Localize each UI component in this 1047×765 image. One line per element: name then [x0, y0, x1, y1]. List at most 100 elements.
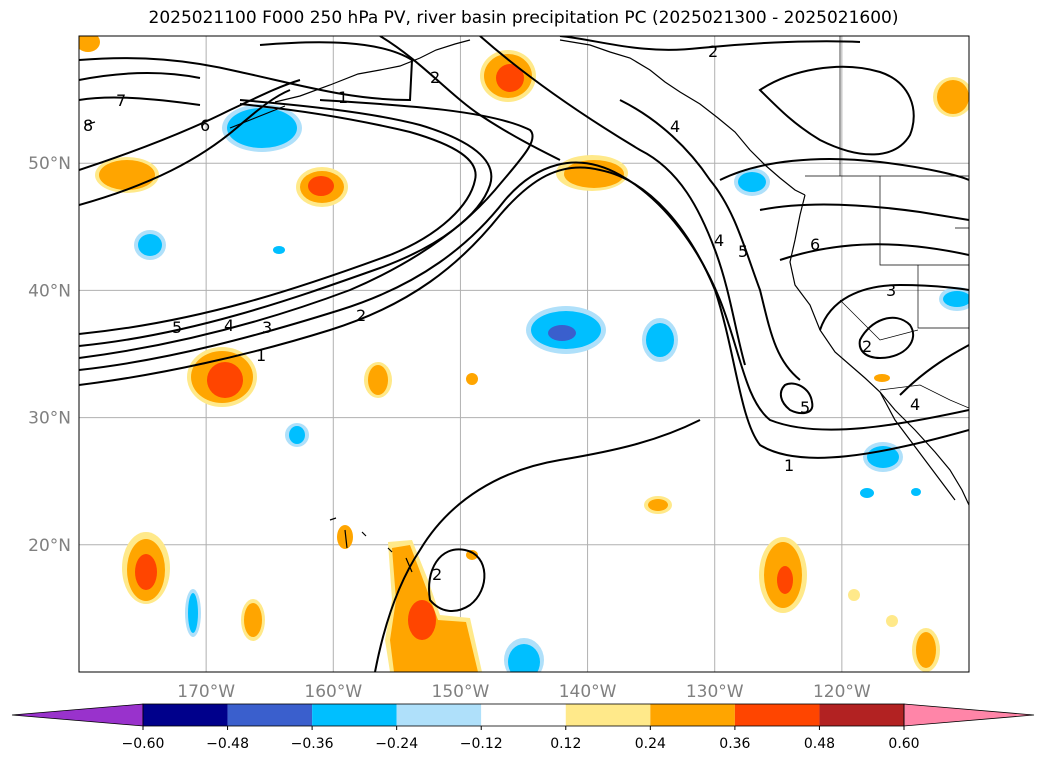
precip-blob	[308, 176, 334, 196]
precip-blob	[466, 373, 478, 385]
precip-blob	[646, 323, 674, 357]
colorbar-tick-label: 0.48	[804, 736, 835, 752]
contour-label: 4	[224, 316, 234, 335]
colorbar-tick-label: −0.36	[291, 736, 334, 752]
colorbar-segment	[143, 704, 228, 726]
contour-label: 2	[708, 42, 718, 61]
precip-blob	[777, 566, 793, 594]
contour-label: 5	[800, 398, 810, 417]
map-frame	[78, 35, 970, 673]
contour-line-4	[79, 99, 493, 347]
axis-ticks: 50°N 40°N 30°N 20°N 170°W 160°W 150°W 140°W 130°…	[28, 154, 871, 702]
contour-line-10	[79, 41, 414, 102]
contour-line-8	[79, 96, 201, 106]
contour-line-19	[899, 344, 969, 396]
lon-tick-label: 170°W	[177, 682, 235, 702]
precip-blob	[79, 36, 100, 52]
colorbar: −0.60 −0.48 −0.36 −0.24 −0.12 0.12 0.24 0.36 0.4…	[11, 703, 1035, 752]
contour-label: 1	[338, 88, 348, 107]
precip-blob	[289, 426, 305, 444]
precip-blob	[848, 589, 860, 601]
contour-line-22	[428, 548, 486, 612]
lon-tick-label: 160°W	[304, 682, 362, 702]
precip-blob	[273, 246, 285, 254]
lon-tick-label: 140°W	[559, 682, 617, 702]
precip-blob	[408, 600, 436, 640]
contour-label: 5	[738, 242, 748, 261]
precip-blob	[337, 525, 353, 549]
precip-blob	[874, 374, 890, 382]
precip-blob	[937, 80, 969, 114]
precip-blob	[188, 593, 198, 633]
precip-blob	[738, 172, 766, 192]
contour-label: 2	[356, 306, 366, 325]
contour-line-14	[719, 158, 969, 181]
contour-line-21	[374, 419, 701, 672]
plot-area: 7 6 5 4 3 2 1 8 2 1 2 4 5 6 3 2 4 5 1 2 …	[79, 36, 969, 672]
colorbar-segment	[396, 704, 482, 726]
precip-positive-anomalies	[79, 36, 969, 672]
contour-line-24	[758, 65, 915, 156]
colorbar-segment	[819, 704, 904, 726]
colorbar-tick-label: −0.60	[122, 736, 165, 752]
contour-line-7	[79, 79, 301, 171]
contour-label: 6	[200, 116, 210, 135]
north-america-west-coast	[789, 194, 969, 506]
precip-blob	[99, 160, 155, 190]
contour-label: 3	[262, 318, 272, 337]
political-borders	[805, 36, 969, 409]
precip-blob	[466, 550, 478, 560]
state-borders	[839, 176, 969, 341]
lon-tick-label: 150°W	[432, 682, 490, 702]
coastlines	[84, 39, 969, 573]
contour-label: 4	[670, 117, 680, 136]
lon-tick-label: 120°W	[813, 682, 871, 702]
contour-line-18	[858, 316, 915, 360]
gridlines	[79, 36, 969, 672]
contour-line-1	[79, 166, 969, 459]
contour-label: 5	[172, 318, 182, 337]
colorbar-segment	[734, 704, 820, 726]
lon-tick-label: 130°W	[686, 682, 744, 702]
contour-label: 4	[714, 231, 724, 250]
colorbar-frame	[142, 703, 905, 727]
contour-label: 2	[430, 68, 440, 87]
colorbar-segment	[565, 704, 651, 726]
contour-label: 8	[83, 116, 93, 135]
contour-label: 7	[116, 91, 126, 110]
contour-label: 3	[886, 281, 896, 300]
precip-blob	[227, 108, 297, 148]
contour-label: 2	[862, 337, 872, 356]
contour-line-20	[779, 382, 814, 415]
colorbar-tick-label: 0.24	[635, 736, 666, 752]
contour-line-5	[79, 103, 477, 335]
colorbar-segment	[312, 704, 397, 726]
colorbar-extend-max	[903, 703, 1035, 727]
contour-line-13	[479, 36, 746, 366]
precip-blob	[886, 615, 898, 627]
precip-blob	[244, 603, 262, 637]
lat-tick-label: 30°N	[28, 409, 71, 429]
precip-blob	[916, 632, 936, 668]
baja-california-coast	[879, 391, 956, 501]
precip-blob	[508, 644, 540, 672]
contour-line-16	[779, 243, 969, 261]
precip-blob	[496, 64, 524, 92]
lat-tick-label: 20°N	[28, 536, 71, 556]
precip-blob	[207, 362, 243, 398]
contour-label: 1	[256, 346, 266, 365]
contour-line-11	[379, 36, 561, 161]
map-title: 2025021100 F000 250 hPa PV, river basin …	[148, 8, 899, 28]
contour-line-17	[819, 283, 969, 331]
colorbar-segment	[650, 704, 735, 726]
hawaii-islands	[329, 517, 413, 573]
contour-label: 2	[432, 565, 442, 584]
precip-blob	[911, 488, 921, 496]
lat-tick-label: 40°N	[28, 281, 71, 301]
alaska-peninsula-coast	[559, 39, 806, 196]
alaska-coast	[274, 39, 471, 103]
colorbar-tick-label: 0.12	[550, 736, 581, 752]
lat-tick-label: 50°N	[28, 154, 71, 174]
contour-line-23	[559, 36, 861, 51]
colorbar-segment	[227, 704, 313, 726]
